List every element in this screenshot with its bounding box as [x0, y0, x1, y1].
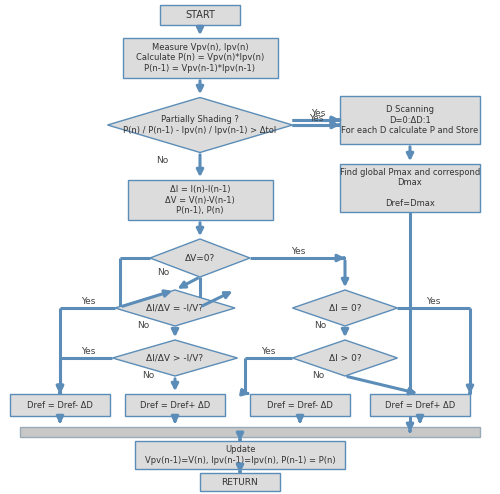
Text: Partially Shading ?
P(n) / P(n-1) - Ipv(n) / Ipv(n-1) > Δtol: Partially Shading ? P(n) / P(n-1) - Ipv(… [124, 115, 276, 135]
Text: Dref = Dref+ ΔD: Dref = Dref+ ΔD [140, 401, 210, 410]
Text: ΔI/ΔV = -I/V?: ΔI/ΔV = -I/V? [146, 303, 204, 313]
Polygon shape [150, 239, 250, 277]
FancyBboxPatch shape [160, 5, 240, 25]
FancyBboxPatch shape [340, 96, 480, 144]
Polygon shape [292, 290, 398, 326]
FancyBboxPatch shape [10, 394, 110, 416]
Polygon shape [112, 340, 238, 376]
Text: No: No [157, 267, 169, 277]
Text: Dref = Dref- ΔD: Dref = Dref- ΔD [27, 401, 93, 410]
Text: Dref = Dref+ ΔD: Dref = Dref+ ΔD [385, 401, 455, 410]
FancyBboxPatch shape [128, 180, 272, 220]
Text: Yes: Yes [309, 114, 323, 123]
Text: START: START [185, 10, 215, 20]
Polygon shape [292, 340, 398, 376]
FancyBboxPatch shape [20, 427, 480, 437]
Text: Dref = Dref- ΔD: Dref = Dref- ΔD [267, 401, 333, 410]
Text: ΔI = 0?: ΔI = 0? [329, 303, 361, 313]
Polygon shape [115, 290, 235, 326]
Text: Update
Vpv(n-1)=V(n), Ipv(n-1)=Ipv(n), P(n-1) = P(n): Update Vpv(n-1)=V(n), Ipv(n-1)=Ipv(n), P… [144, 445, 336, 465]
FancyBboxPatch shape [135, 441, 345, 469]
Text: ΔI/ΔV > -I/V?: ΔI/ΔV > -I/V? [146, 354, 204, 363]
Text: No: No [137, 321, 149, 329]
Text: ΔV=0?: ΔV=0? [185, 253, 215, 262]
Polygon shape [108, 97, 292, 153]
Text: RETURN: RETURN [222, 478, 258, 487]
Text: ΔI = I(n)-I(n-1)
ΔV = V(n)-V(n-1)
P(n-1), P(n): ΔI = I(n)-I(n-1) ΔV = V(n)-V(n-1) P(n-1)… [165, 185, 235, 215]
Text: Yes: Yes [81, 296, 95, 305]
Text: Find global Pmax and correspond
Dmax

Dref=Dmax: Find global Pmax and correspond Dmax Dre… [340, 168, 480, 208]
Text: Yes: Yes [291, 247, 305, 255]
FancyBboxPatch shape [250, 394, 350, 416]
Text: No: No [314, 321, 326, 329]
Text: Yes: Yes [261, 346, 275, 356]
FancyBboxPatch shape [122, 38, 278, 78]
FancyBboxPatch shape [125, 394, 225, 416]
Text: No: No [142, 370, 154, 379]
Text: Yes: Yes [426, 296, 440, 305]
Text: No: No [156, 156, 168, 165]
FancyBboxPatch shape [340, 164, 480, 212]
Text: D Scanning
D=0:ΔD:1
For each D calculate P and Store: D Scanning D=0:ΔD:1 For each D calculate… [342, 105, 478, 135]
Text: No: No [312, 370, 324, 379]
Text: Yes: Yes [81, 346, 95, 356]
Text: Measure Vpv(n), Ipv(n)
Calculate P(n) = Vpv(n)*Ipv(n)
P(n-1) = Vpv(n-1)*Ipv(n-1): Measure Vpv(n), Ipv(n) Calculate P(n) = … [136, 43, 264, 73]
Text: Yes: Yes [311, 109, 325, 118]
FancyBboxPatch shape [370, 394, 470, 416]
Text: ΔI > 0?: ΔI > 0? [328, 354, 362, 363]
FancyBboxPatch shape [200, 473, 280, 491]
